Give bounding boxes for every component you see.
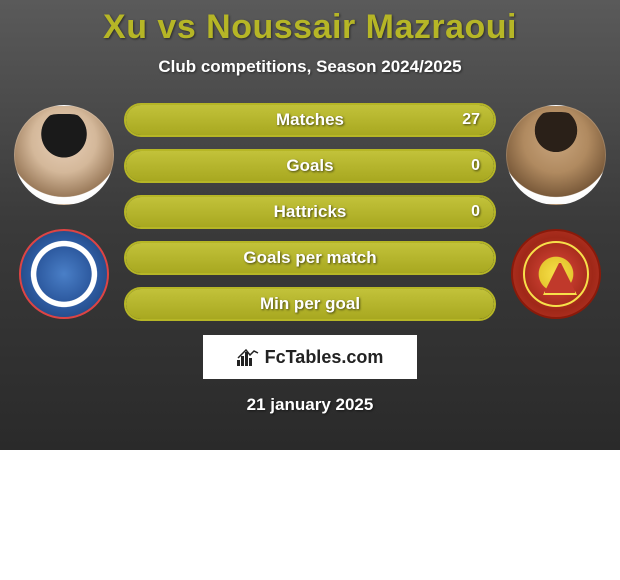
stat-bar: Goals per match (124, 241, 496, 275)
stat-bars: Matches27Goals0Hattricks0Goals per match… (120, 99, 500, 321)
comparison-card: Xu vs Noussair Mazraoui Club competition… (0, 0, 620, 450)
subtitle: Club competitions, Season 2024/2025 (0, 57, 620, 77)
stat-label: Goals per match (126, 248, 494, 268)
left-side (8, 99, 120, 319)
stat-bar: Hattricks0 (124, 195, 496, 229)
date-label: 21 january 2025 (0, 395, 620, 415)
page-title: Xu vs Noussair Mazraoui (0, 8, 620, 47)
club-right-crest (511, 229, 601, 319)
stat-value-right: 27 (462, 111, 480, 129)
stat-bar: Min per goal (124, 287, 496, 321)
stat-label: Min per goal (126, 294, 494, 314)
brand-badge: FcTables.com (203, 335, 417, 379)
brand-text: FcTables.com (265, 347, 384, 368)
stat-value-right: 0 (471, 203, 480, 221)
stat-label: Goals (126, 156, 494, 176)
stat-label: Matches (126, 110, 494, 130)
right-side (500, 99, 612, 319)
club-left-crest (19, 229, 109, 319)
columns: Matches27Goals0Hattricks0Goals per match… (0, 99, 620, 321)
stat-bar: Goals0 (124, 149, 496, 183)
brand-chart-icon (237, 348, 259, 366)
player-left-avatar (14, 105, 114, 205)
stat-bar: Matches27 (124, 103, 496, 137)
player-right-avatar (506, 105, 606, 205)
stat-value-right: 0 (471, 157, 480, 175)
stat-label: Hattricks (126, 202, 494, 222)
